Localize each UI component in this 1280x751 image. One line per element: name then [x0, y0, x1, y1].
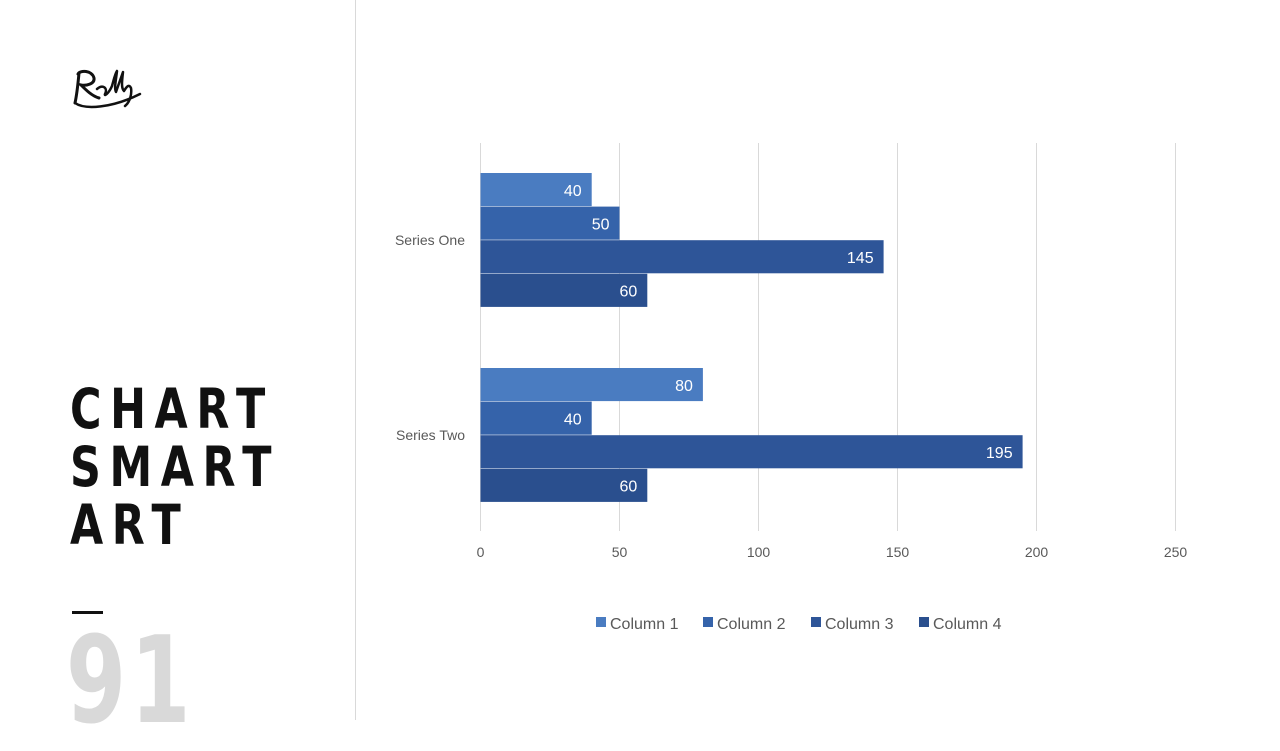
title-line: CHART: [70, 377, 274, 441]
x-tick-label: 150: [886, 544, 910, 560]
legend-label: Column 2: [717, 616, 786, 633]
title-line: ART: [70, 493, 190, 557]
data-label: 60: [620, 479, 638, 496]
x-tick-label: 200: [1025, 544, 1049, 560]
bar: [480, 368, 703, 402]
title-line: SMART: [70, 435, 281, 499]
data-label: 80: [675, 378, 693, 395]
legend-swatch: [596, 617, 606, 627]
x-tick-label: 0: [477, 544, 485, 560]
bar: [480, 240, 884, 274]
legend-label: Column 3: [825, 616, 894, 633]
x-tick-label: 100: [747, 544, 771, 560]
data-label: 60: [620, 284, 638, 301]
slide-title: CHART SMART ART: [70, 380, 280, 554]
category-label: Series Two: [396, 427, 465, 443]
bar: [480, 206, 620, 240]
bar: [480, 435, 1023, 469]
category-label: Series One: [395, 232, 465, 248]
legend-swatch: [703, 617, 713, 627]
x-tick-label: 250: [1164, 544, 1188, 560]
legend-label: Column 1: [610, 616, 679, 633]
bar: [480, 468, 648, 502]
rally-logo: [73, 69, 142, 109]
bar: [480, 401, 592, 435]
data-label: 195: [986, 445, 1013, 462]
left-panel: CHART SMART ART 91: [0, 0, 355, 742]
vertical-divider: [355, 0, 356, 720]
chart-area: 0 50 100 150 200 250 Series One Series Two 40 50 1…: [356, 0, 1280, 720]
data-label: 40: [564, 183, 582, 200]
accent-dash: [72, 611, 103, 614]
legend-label: Column 4: [933, 616, 1002, 633]
legend-swatch: [811, 617, 821, 627]
data-label: 50: [592, 216, 610, 233]
bar-chart: 0 50 100 150 200 250 Series One Series Two 40 50 1…: [395, 143, 1188, 633]
data-label: 40: [564, 411, 582, 428]
legend-swatch: [919, 617, 929, 627]
bar: [480, 173, 592, 207]
slide-number: 91: [66, 612, 195, 751]
data-label: 145: [847, 250, 874, 267]
bar: [480, 273, 648, 307]
x-tick-label: 50: [612, 544, 628, 560]
